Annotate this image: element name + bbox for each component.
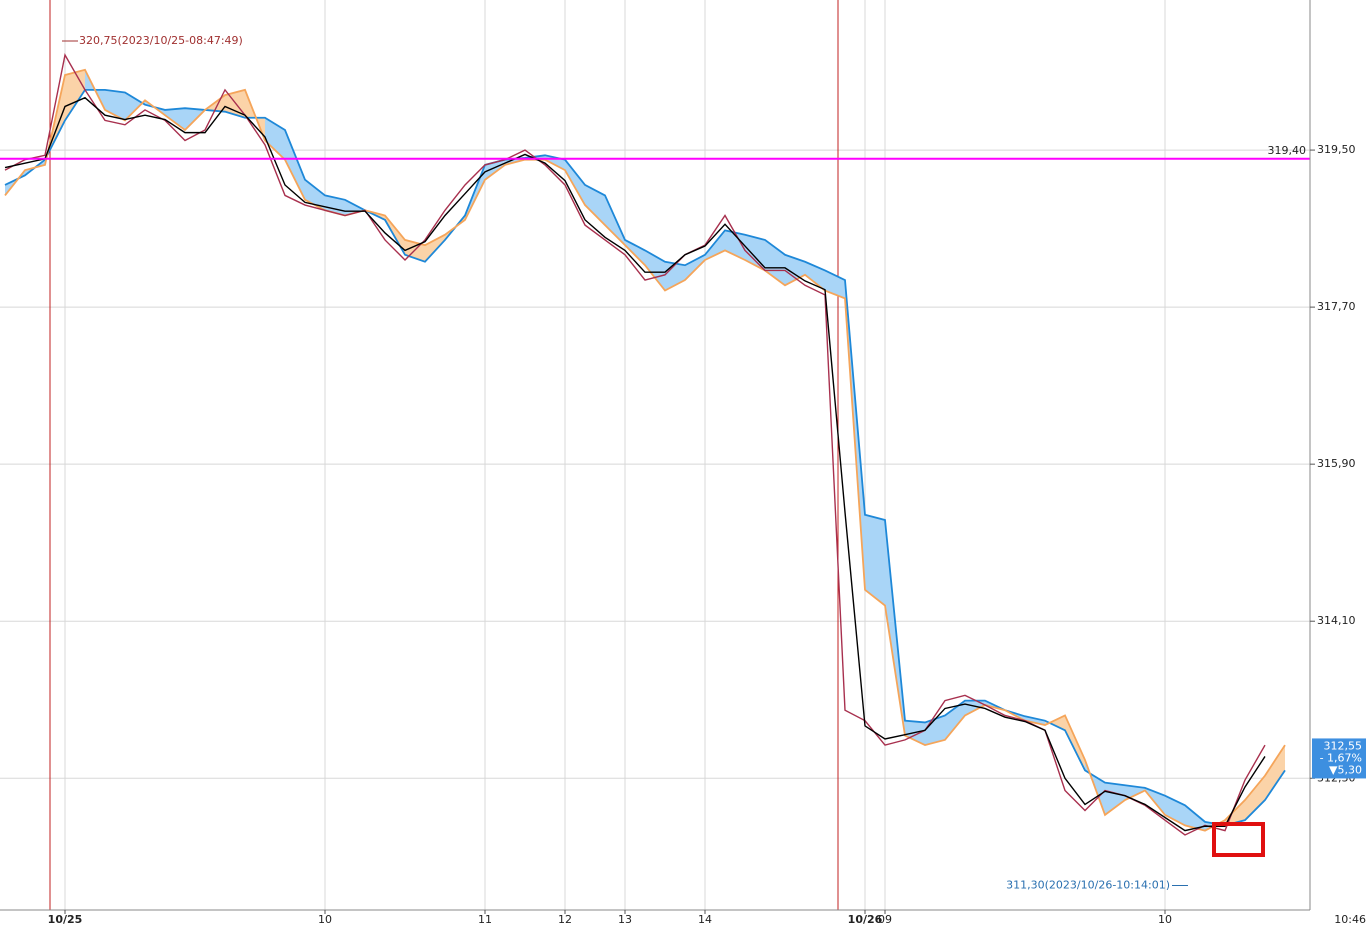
cloud-fill bbox=[1185, 805, 1205, 831]
cloud-fill bbox=[1065, 715, 1085, 771]
cloud-fill bbox=[965, 700, 985, 716]
highlight-box bbox=[1212, 822, 1265, 857]
y-tick-label: 315,90 bbox=[1317, 457, 1356, 470]
y-tick-label: 319,50 bbox=[1317, 143, 1356, 156]
y-tick-label: 314,10 bbox=[1317, 614, 1356, 627]
cloud-fill bbox=[685, 254, 705, 281]
cloud-fill bbox=[565, 159, 585, 206]
x-tick-label: 10/25 bbox=[48, 913, 83, 926]
cloud-fill bbox=[585, 184, 605, 226]
cloud-fill bbox=[785, 254, 805, 286]
cloud-fill bbox=[125, 92, 145, 121]
grid bbox=[0, 0, 1310, 910]
series-line bbox=[4, 96, 1266, 832]
cloud-fill bbox=[165, 108, 185, 130]
cloud-fill bbox=[305, 179, 325, 211]
reference-label: 319,40 bbox=[1268, 144, 1307, 157]
cloud-fill bbox=[945, 700, 965, 740]
cloud-fill bbox=[645, 250, 665, 291]
series-line bbox=[4, 68, 1286, 832]
cloud-fill bbox=[1245, 775, 1265, 821]
cloud-fill bbox=[1105, 782, 1125, 815]
axes: 312,30314,10315,90317,70319,5010/2510111… bbox=[48, 34, 1366, 926]
change-amount-label: ▼5,30 bbox=[1329, 763, 1362, 776]
cloud-fill bbox=[825, 270, 845, 299]
cloud-fill bbox=[1125, 785, 1145, 801]
x-tick-label: 11 bbox=[478, 913, 492, 926]
change-label: - 1,67% bbox=[1320, 751, 1362, 764]
cloud-fill bbox=[1265, 745, 1285, 801]
last-price-box bbox=[1312, 738, 1366, 779]
x-tick-label: 10/26 bbox=[848, 913, 883, 926]
x-tick-label: 10 bbox=[1158, 913, 1172, 926]
series-line bbox=[4, 52, 1266, 836]
cloud-fill bbox=[1045, 715, 1065, 731]
cloud-fill bbox=[265, 117, 285, 160]
series-line bbox=[4, 88, 1286, 827]
x-tick-label: 13 bbox=[618, 913, 632, 926]
x-tick-label: 09 bbox=[878, 913, 892, 926]
cloud-fill bbox=[285, 130, 305, 200]
x-end-label: 10:46 bbox=[1334, 913, 1366, 926]
x-tick-label: 12 bbox=[558, 913, 572, 926]
cloud-fill bbox=[865, 514, 885, 606]
marks bbox=[0, 40, 1310, 887]
cloud-fill bbox=[625, 239, 645, 266]
y-tick-label: 317,70 bbox=[1317, 300, 1356, 313]
cloud-fill bbox=[105, 89, 125, 121]
cloud-fill bbox=[1025, 716, 1045, 726]
high-label: 320,75(2023/10/25-08:47:49) bbox=[79, 34, 243, 47]
last-price-label: 312,55 bbox=[1324, 739, 1363, 752]
x-tick-label: 14 bbox=[698, 913, 712, 926]
low-label: 311,30(2023/10/26-10:14:01) bbox=[1006, 879, 1170, 892]
x-tick-label: 10 bbox=[318, 913, 332, 926]
